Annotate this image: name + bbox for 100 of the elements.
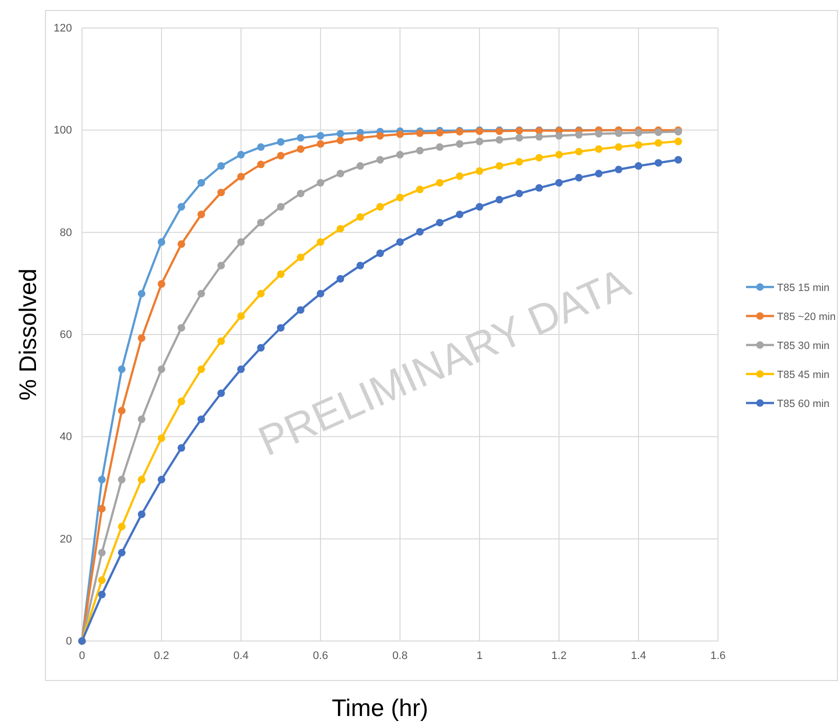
point	[674, 138, 682, 146]
point	[237, 238, 245, 246]
point	[178, 444, 186, 452]
point	[416, 146, 424, 154]
y-tick-label: 20	[60, 533, 72, 546]
point	[138, 416, 146, 424]
point	[356, 162, 364, 170]
point	[197, 365, 206, 374]
point	[296, 134, 304, 142]
point	[396, 150, 404, 158]
point	[634, 128, 642, 136]
point	[575, 174, 583, 182]
point	[197, 416, 206, 424]
point	[316, 140, 324, 148]
point	[197, 179, 206, 187]
x-tick-label: 0.8	[392, 650, 408, 662]
y-tick-label: 80	[60, 226, 72, 239]
point	[257, 143, 265, 151]
point	[654, 139, 662, 147]
point	[158, 434, 166, 442]
point	[674, 156, 682, 164]
point	[496, 162, 504, 170]
point	[336, 224, 344, 233]
point	[575, 148, 583, 156]
point	[496, 136, 504, 144]
point	[555, 132, 563, 140]
point	[296, 145, 304, 153]
y-tick-label: 120	[54, 22, 72, 35]
point	[396, 194, 404, 202]
point	[237, 312, 245, 320]
point	[316, 179, 324, 187]
point	[376, 203, 384, 211]
point	[118, 406, 126, 414]
point	[237, 365, 245, 374]
point	[257, 218, 265, 226]
x-tick-label: 0.4	[233, 650, 249, 662]
point	[316, 290, 324, 298]
point	[98, 476, 106, 484]
point	[376, 156, 384, 164]
point	[276, 138, 285, 146]
point	[276, 152, 285, 160]
point	[594, 170, 603, 178]
y-tick-label: 0	[66, 636, 72, 648]
point	[476, 203, 484, 211]
point	[276, 270, 285, 278]
point	[436, 143, 444, 151]
point	[217, 389, 225, 398]
point	[515, 134, 524, 142]
x-axis-title: Time (hr)	[332, 695, 428, 722]
point	[396, 130, 404, 138]
point	[515, 158, 524, 166]
point	[118, 548, 126, 556]
point	[197, 290, 206, 298]
point	[237, 172, 245, 180]
point	[197, 210, 206, 218]
point	[456, 140, 464, 148]
point	[476, 138, 484, 146]
y-tick-label: 100	[54, 124, 72, 137]
point	[575, 130, 583, 139]
point	[237, 150, 245, 158]
point	[496, 196, 504, 204]
point	[476, 167, 484, 175]
point	[296, 306, 304, 314]
point	[614, 129, 622, 138]
point	[158, 280, 166, 288]
point	[376, 250, 384, 258]
x-tick-label: 0.2	[154, 650, 170, 662]
point	[296, 254, 304, 262]
point	[178, 203, 186, 211]
point	[336, 170, 344, 178]
point	[436, 218, 444, 226]
point	[98, 548, 106, 556]
x-tick-label: 1.4	[630, 650, 646, 662]
point	[178, 398, 186, 406]
point	[654, 159, 662, 167]
point	[257, 160, 265, 168]
point	[416, 228, 424, 236]
legend-label: T85 15 min	[777, 282, 830, 294]
point	[456, 210, 464, 218]
point	[138, 476, 146, 484]
point	[257, 290, 265, 298]
point	[456, 172, 464, 180]
point	[118, 365, 126, 374]
legend-label: T85 30 min	[777, 340, 830, 352]
point	[535, 133, 543, 141]
point	[217, 162, 225, 170]
point	[614, 166, 622, 174]
point	[178, 324, 186, 332]
point	[336, 136, 344, 144]
x-tick-label: 1.6	[710, 650, 726, 662]
point	[356, 134, 364, 142]
point	[396, 238, 404, 246]
x-tick-label: 0	[78, 650, 86, 662]
legend-label: T85 60 min	[777, 398, 830, 410]
point	[276, 203, 285, 211]
point	[138, 334, 146, 342]
point	[118, 522, 126, 530]
point	[138, 510, 146, 518]
point	[634, 162, 642, 170]
point	[535, 184, 543, 192]
